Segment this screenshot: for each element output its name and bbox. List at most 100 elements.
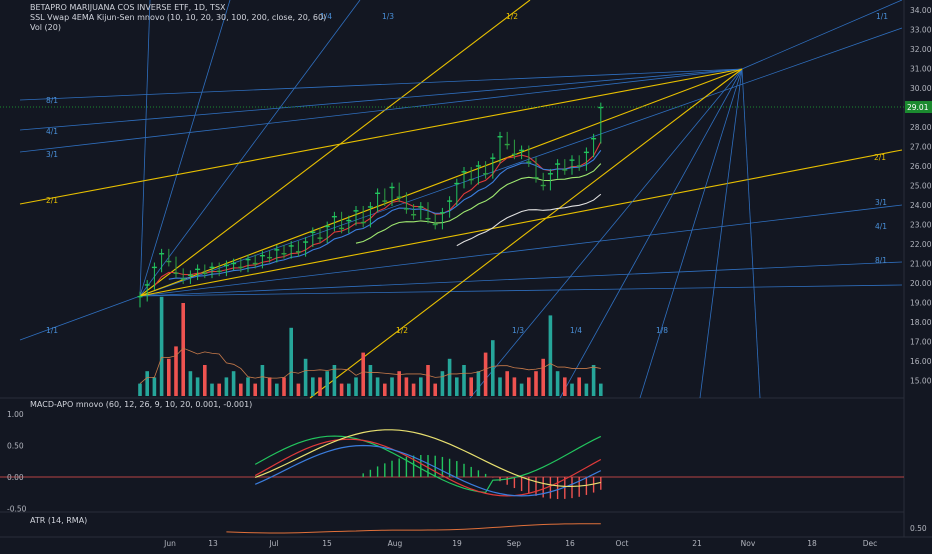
chart-title: BETAPRO MARIJUANA COS INVERSE ETF, 1D, T… bbox=[30, 3, 226, 12]
volume-bar bbox=[591, 365, 596, 396]
volume-bar bbox=[469, 377, 473, 396]
volume-bar bbox=[145, 371, 149, 396]
volume-bar bbox=[491, 340, 495, 396]
volume-bar bbox=[577, 377, 581, 396]
volume-bar bbox=[383, 383, 387, 396]
macd-tick-label: 0.00 bbox=[7, 473, 24, 482]
last-price-badge bbox=[905, 101, 932, 113]
fan-line bbox=[19, 68, 743, 153]
atr-line bbox=[226, 523, 601, 534]
price-tick-label: 26.00 bbox=[910, 162, 932, 171]
price-tick-label: 27.00 bbox=[910, 143, 932, 152]
volume-bar bbox=[505, 371, 509, 396]
fan-line bbox=[139, 149, 903, 297]
ema-white-line bbox=[456, 193, 602, 247]
indicator-vol-label: Vol (20) bbox=[30, 23, 61, 32]
volume-bar bbox=[476, 371, 481, 396]
last-price-value: 29.01 bbox=[907, 103, 929, 112]
fan-line bbox=[139, 0, 531, 297]
volume-bar bbox=[239, 383, 243, 396]
price-tick-label: 18.00 bbox=[910, 318, 932, 327]
volume-bar bbox=[404, 377, 409, 396]
time-tick-label: Aug bbox=[388, 539, 403, 548]
volume-bar bbox=[599, 383, 603, 396]
time-tick-label: 19 bbox=[452, 539, 462, 548]
atr-tick-label: 0.50 bbox=[910, 524, 927, 533]
ema-green-line bbox=[355, 163, 602, 244]
volume-bar bbox=[519, 383, 524, 396]
price-tick-label: 17.00 bbox=[910, 338, 932, 347]
fan-label: 8/1 bbox=[875, 256, 887, 265]
price-tick-label: 32.00 bbox=[910, 45, 932, 54]
moving-averages bbox=[153, 141, 602, 287]
price-tick-label: 16.00 bbox=[910, 357, 932, 366]
time-tick-label: 21 bbox=[692, 539, 702, 548]
atr-pane bbox=[226, 523, 601, 534]
time-tick-label: 13 bbox=[208, 539, 218, 548]
volume-bar bbox=[260, 365, 265, 396]
volume-bar bbox=[368, 365, 373, 396]
macd-tick-label: -0.50 bbox=[7, 505, 27, 514]
fan-label: 1/1 bbox=[876, 12, 888, 21]
fan-label: 1/3 bbox=[512, 326, 524, 335]
macd-red-line bbox=[254, 438, 602, 497]
volume-bar bbox=[347, 383, 351, 396]
volume-bar bbox=[224, 377, 229, 396]
price-tick-label: 20.00 bbox=[910, 279, 932, 288]
volume-bar bbox=[246, 377, 250, 396]
price-tick-label: 31.00 bbox=[910, 65, 932, 74]
volume-bar bbox=[512, 377, 517, 396]
fan-label: 8/1 bbox=[46, 96, 58, 105]
indicator-ssl-label: SSL Vwap 4EMA Kijun-Sen mnovo (10, 10, 2… bbox=[30, 13, 326, 22]
fan-line bbox=[139, 261, 903, 297]
volume-bar bbox=[411, 383, 416, 396]
volume-bar bbox=[426, 365, 430, 396]
price-tick-label: 33.00 bbox=[910, 26, 932, 35]
axis-labels: 34.0033.0032.0031.0030.0029.0028.0027.00… bbox=[7, 6, 932, 548]
price-tick-label: 28.00 bbox=[910, 123, 932, 132]
volume-bar bbox=[584, 383, 589, 396]
fan-label: 1/4 bbox=[570, 326, 582, 335]
fan-line bbox=[19, 295, 141, 341]
gann-fan[interactable]: 1/4 1/3 1/1 8/1 4/1 3/1 3/1 4/1 8/1 1/1 1/3 1/4 1/8 1… bbox=[19, 0, 903, 399]
price-tick-label: 15.00 bbox=[910, 377, 932, 386]
volume-bar bbox=[318, 377, 322, 396]
fan-label: 1/3 bbox=[382, 12, 394, 21]
volume-bar bbox=[498, 377, 502, 396]
fan-label: 4/1 bbox=[46, 127, 58, 136]
fan-line bbox=[139, 284, 903, 297]
volume-bar bbox=[419, 377, 423, 396]
fan-label: 2/1 bbox=[46, 196, 58, 205]
volume-bar bbox=[217, 383, 221, 396]
time-tick-label: Dec bbox=[863, 539, 878, 548]
time-tick-label: 15 bbox=[322, 539, 332, 548]
time-tick-label: Oct bbox=[616, 539, 629, 548]
volume-bar bbox=[188, 371, 193, 396]
volume-bar bbox=[181, 303, 185, 396]
volume-bar bbox=[203, 365, 207, 396]
price-tick-label: 34.00 bbox=[910, 6, 932, 15]
volume-bars bbox=[138, 296, 603, 396]
price-tick-label: 19.00 bbox=[910, 299, 932, 308]
fan-label: 1/8 bbox=[656, 326, 668, 335]
volume-bar bbox=[275, 383, 279, 396]
fan-label: 1/2 bbox=[506, 12, 518, 21]
fan-line bbox=[699, 68, 743, 399]
volume-bar bbox=[195, 377, 200, 396]
volume-bar bbox=[152, 377, 157, 396]
macd-tick-label: 1.00 bbox=[7, 410, 24, 419]
fan-line bbox=[309, 68, 743, 399]
volume-bar bbox=[462, 365, 466, 396]
fan-line bbox=[19, 68, 743, 205]
fan-line bbox=[639, 68, 743, 399]
macd-signal-line bbox=[254, 429, 601, 488]
fan-line bbox=[741, 68, 761, 399]
volume-bar bbox=[332, 365, 337, 396]
price-tick-label: 23.00 bbox=[910, 221, 932, 230]
fan-label: 3/1 bbox=[46, 150, 58, 159]
fan-label: 1/1 bbox=[46, 326, 58, 335]
volume-bar bbox=[534, 371, 538, 396]
volume-bar bbox=[440, 371, 445, 396]
